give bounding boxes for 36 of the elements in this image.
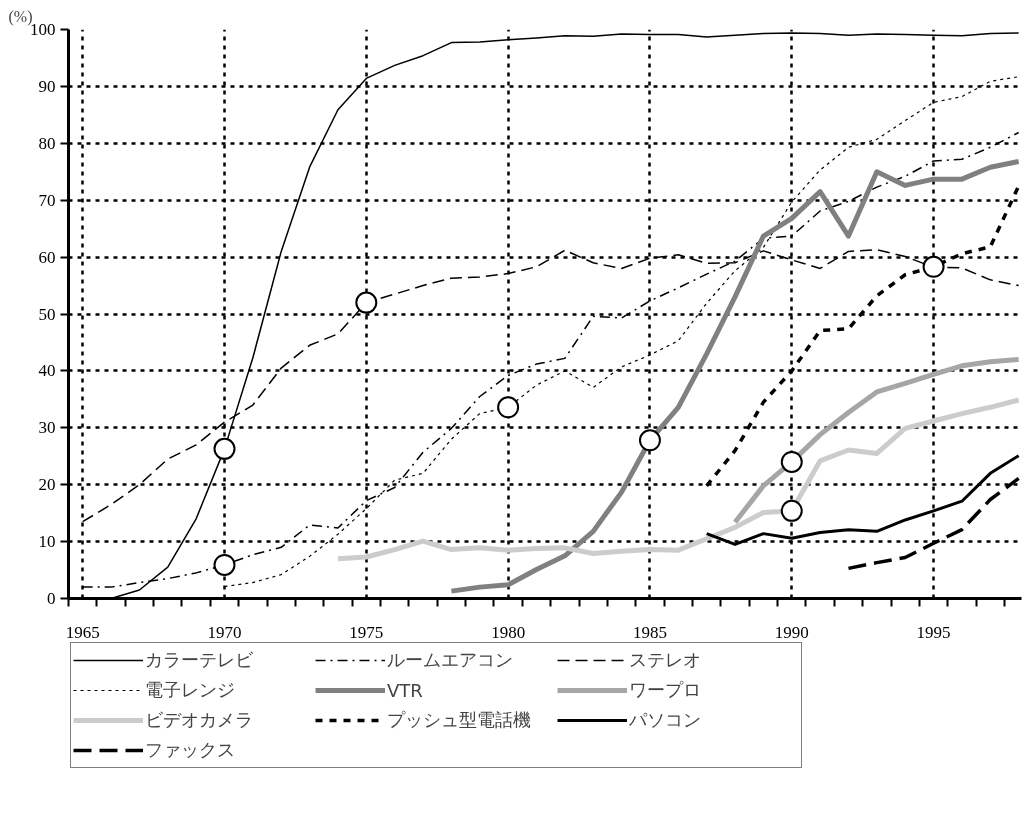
y-tick-label: 80 xyxy=(38,133,56,153)
y-tick-label: 0 xyxy=(47,589,56,608)
legend-label: ルームエアコン xyxy=(387,648,514,672)
y-tick-label: 10 xyxy=(38,532,56,552)
legend-label: パソコン xyxy=(629,708,702,732)
y-tick-label: 50 xyxy=(38,304,56,324)
y-tick-label: 30 xyxy=(38,418,56,438)
x-tick-label: 1990 xyxy=(774,622,809,642)
x-tick-label: 1980 xyxy=(491,622,526,642)
point xyxy=(213,437,236,460)
x-tick-label: 1985 xyxy=(632,622,667,642)
x-tick-label: 1970 xyxy=(207,622,242,642)
point xyxy=(355,291,378,314)
y-axis-title: (%) xyxy=(8,7,33,26)
legend-label: ステレオ xyxy=(629,648,702,672)
y-tick-label: 60 xyxy=(38,247,56,267)
y-tick-label: 70 xyxy=(38,190,56,210)
legend-label: カラーテレビ xyxy=(145,648,254,672)
legend-label: ファックス xyxy=(145,738,236,762)
point xyxy=(780,499,803,522)
legend-label: ビデオカメラ xyxy=(145,708,254,732)
legend-label: ワープロ xyxy=(629,678,702,702)
x-tick-label: 1965 xyxy=(65,622,100,642)
point xyxy=(780,450,803,473)
point xyxy=(638,429,661,452)
legend-label: プッシュ型電話機 xyxy=(387,708,532,732)
point xyxy=(213,553,236,576)
y-tick-label: 20 xyxy=(38,475,56,495)
x-tick-label: 1995 xyxy=(916,622,951,642)
point xyxy=(497,396,520,419)
y-tick-label: 90 xyxy=(38,76,56,96)
y-tick-label: 40 xyxy=(38,361,56,381)
legend-label: VTR xyxy=(387,678,424,703)
legend-label: 電子レンジ xyxy=(145,678,236,702)
x-tick-label: 1975 xyxy=(349,622,384,642)
point xyxy=(922,255,945,278)
